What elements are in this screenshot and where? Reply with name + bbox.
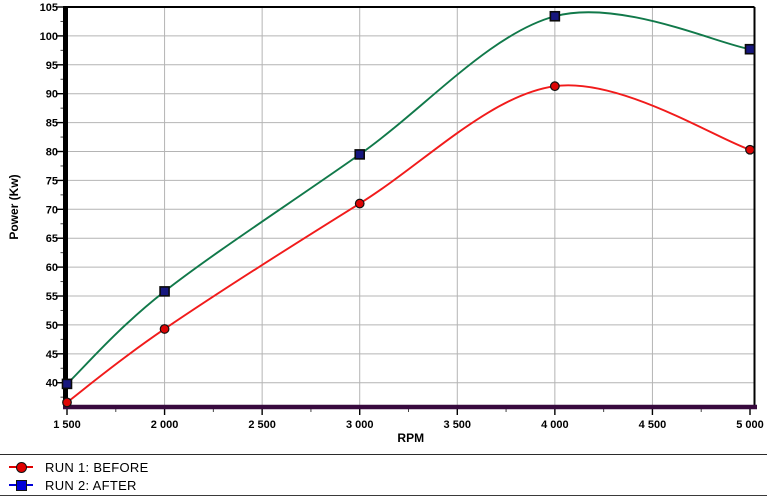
run1-legend-dot (16, 462, 27, 473)
chart-legend: RUN 1: BEFORE RUN 2: AFTER (0, 454, 767, 495)
y-tick-label: 80 (46, 147, 58, 159)
legend-label-run2: RUN 2: AFTER (45, 477, 137, 493)
y-tick-label: 55 (46, 291, 58, 303)
y-tick-label: 90 (46, 89, 58, 101)
series-marker-run2 (354, 149, 366, 160)
y-tick-label: 105 (40, 2, 58, 14)
y-tick-label: 95 (46, 60, 58, 72)
y-tick-label: 65 (46, 233, 58, 245)
y-axis-title: Power (Kw) (7, 174, 21, 239)
series-marker-run2 (744, 43, 756, 55)
x-tick-label: 1 500 (53, 419, 81, 431)
y-tick-label: 70 (46, 204, 58, 216)
y-tick-label: 60 (46, 262, 58, 274)
series-marker-run1 (62, 397, 72, 408)
x-tick-label: 4 000 (541, 419, 569, 431)
run2-legend-dot (16, 480, 27, 491)
x-axis-title: RPM (397, 431, 424, 445)
x-tick-label: 4 500 (639, 419, 667, 431)
series-marker-run2 (549, 10, 561, 22)
x-tick-label: 2 000 (151, 419, 179, 431)
y-tick-label: 75 (46, 175, 58, 187)
y-tick-label: 50 (46, 320, 58, 332)
series-marker-run1 (159, 324, 170, 334)
x-tick-label: 3 000 (346, 419, 374, 431)
x-tick-label: 2 500 (248, 419, 276, 431)
legend-label-run1: RUN 1: BEFORE (45, 459, 149, 475)
power-rpm-chart: 40 45 50 55 60 65 70 75 80 85 90 95 100 105 1 500 2 000… (7, 2, 764, 445)
series-marker-run2 (159, 286, 170, 297)
y-tick-label: 100 (40, 31, 58, 43)
series-marker-run1 (549, 81, 560, 92)
y-tick-label: 85 (46, 118, 58, 130)
x-tick-label: 3 500 (444, 419, 472, 431)
series-line-run1 (66, 84, 751, 404)
run1-circle-marker-icon (8, 461, 36, 473)
y-tick-label: 45 (46, 349, 58, 361)
legend-item-run1-before[interactable]: RUN 1: BEFORE (8, 458, 767, 476)
series-marker-run1 (745, 144, 755, 155)
legend-item-run2-after[interactable]: RUN 2: AFTER (8, 476, 767, 494)
run2-square-marker-icon (8, 479, 36, 491)
series-marker-run2 (61, 378, 73, 390)
series-line-run2 (66, 11, 751, 385)
series-marker-run1 (354, 198, 365, 209)
y-tick-label: 40 (46, 378, 58, 390)
x-tick-label: 5 000 (736, 419, 764, 431)
